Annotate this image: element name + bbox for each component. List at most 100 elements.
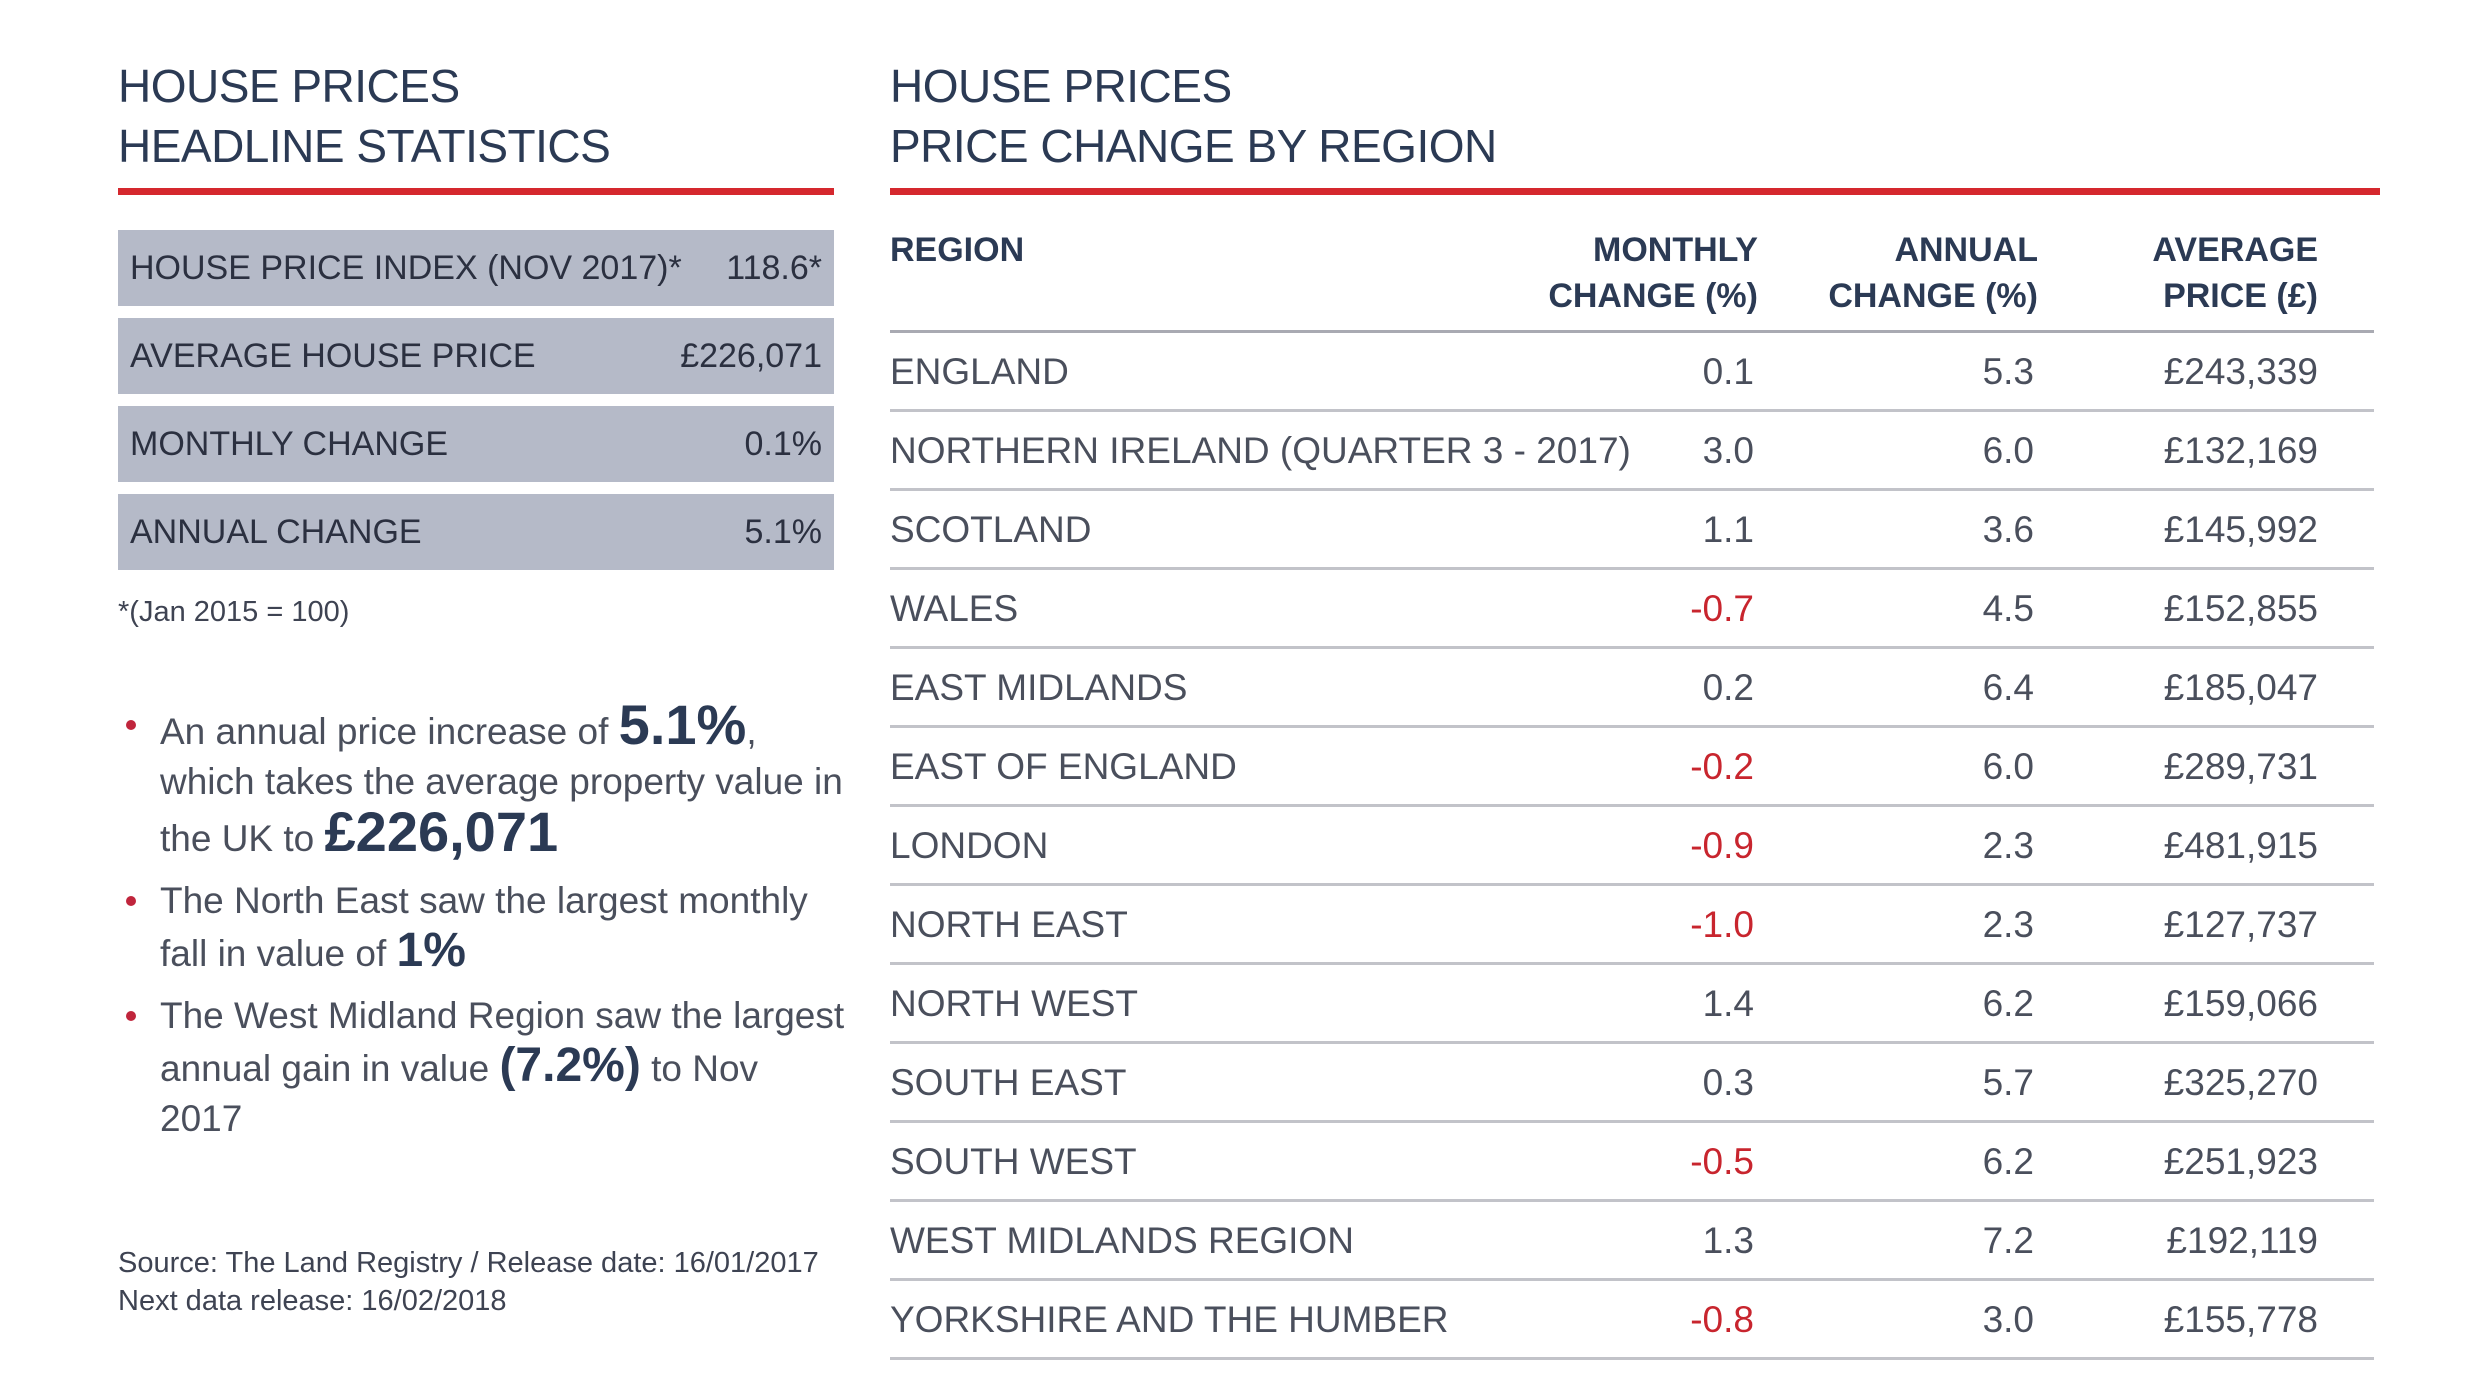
index-footnote: *(Jan 2015 = 100) bbox=[118, 596, 350, 628]
cell-average-price: £192,119 bbox=[2166, 1220, 2318, 1261]
cell-annual-change: 6.4 bbox=[1982, 667, 2034, 708]
cell-monthly-change: 1.1 bbox=[1702, 509, 1754, 550]
cell-annual-change: 7.2 bbox=[1982, 1220, 2034, 1261]
key-point-text: , which takes the average property value… bbox=[160, 711, 843, 859]
column-header-line: ANNUAL bbox=[1894, 231, 2038, 269]
headline-stats-title-line1: HOUSE PRICES bbox=[118, 60, 460, 112]
column-header-line: PRICE (£) bbox=[2163, 277, 2318, 315]
key-point-text: An annual price increase of bbox=[160, 711, 619, 752]
column-header-annual-change: ANNUAL CHANGE (%) bbox=[1828, 227, 2038, 319]
cell-annual-change: 3.0 bbox=[1982, 1299, 2034, 1340]
column-header-line: AVERAGE bbox=[2152, 231, 2318, 269]
cell-monthly-change: 0.1 bbox=[1702, 351, 1754, 392]
bullet-dot-icon bbox=[126, 896, 136, 906]
table-row: NORTHERN IRELAND (QUARTER 3 - 2017) 3.0 6.… bbox=[890, 412, 2374, 491]
cell-monthly-change: -0.8 bbox=[1690, 1299, 1754, 1340]
table-header-row: REGION MONTHLY CHANGE (%) ANNUAL CHANGE … bbox=[890, 225, 2374, 333]
cell-annual-change: 2.3 bbox=[1982, 825, 2034, 866]
cell-region: EAST OF ENGLAND bbox=[890, 746, 1237, 787]
key-point-highlight: 5.1% bbox=[618, 693, 747, 756]
cell-average-price: £185,047 bbox=[2163, 667, 2318, 708]
key-point-text: to Nov 2017 bbox=[160, 1048, 759, 1139]
cell-annual-change: 2.3 bbox=[1982, 904, 2034, 945]
table-row: EAST MIDLANDS 0.2 6.4 £185,047 bbox=[890, 649, 2374, 728]
table-row: SOUTH EAST 0.3 5.7 £325,270 bbox=[890, 1044, 2374, 1123]
bullet-dot-icon bbox=[126, 720, 136, 730]
cell-annual-change: 6.2 bbox=[1982, 983, 2034, 1024]
stat-value: £226,071 bbox=[680, 336, 822, 375]
next-release-line: Next data release: 16/02/2018 bbox=[118, 1285, 507, 1317]
cell-monthly-change: -1.0 bbox=[1690, 904, 1754, 945]
cell-monthly-change: -0.5 bbox=[1690, 1141, 1754, 1182]
key-point-text: The West Midland Region saw the largest … bbox=[160, 995, 845, 1089]
cell-annual-change: 6.2 bbox=[1982, 1141, 2034, 1182]
column-header-monthly-change: MONTHLY CHANGE (%) bbox=[1548, 227, 1758, 319]
stat-value: 118.6* bbox=[726, 248, 822, 287]
headline-stats-title: HOUSE PRICES HEADLINE STATISTICS bbox=[118, 56, 848, 176]
cell-monthly-change: 3.0 bbox=[1702, 430, 1754, 471]
cell-average-price: £159,066 bbox=[2163, 983, 2318, 1024]
cell-monthly-change: -0.9 bbox=[1690, 825, 1754, 866]
cell-annual-change: 4.5 bbox=[1982, 588, 2034, 629]
stat-box-annual-change: ANNUAL CHANGE 5.1% bbox=[118, 494, 834, 570]
right-red-divider bbox=[890, 188, 2380, 195]
cell-region: LONDON bbox=[890, 825, 1049, 866]
table-row: SCOTLAND 1.1 3.6 £145,992 bbox=[890, 491, 2374, 570]
table-row: SOUTH WEST -0.5 6.2 £251,923 bbox=[890, 1123, 2374, 1202]
column-header-line: MONTHLY bbox=[1593, 231, 1758, 269]
region-table-title-line2: PRICE CHANGE BY REGION bbox=[890, 120, 1497, 172]
stat-box-hpi: HOUSE PRICE INDEX (NOV 2017)* 118.6* bbox=[118, 230, 834, 306]
stat-label: ANNUAL CHANGE bbox=[130, 512, 422, 551]
cell-region: YORKSHIRE AND THE HUMBER bbox=[890, 1299, 1449, 1340]
stat-value: 0.1% bbox=[744, 424, 823, 463]
region-table-title-line1: HOUSE PRICES bbox=[890, 60, 1232, 112]
cell-average-price: £132,169 bbox=[2163, 430, 2318, 471]
cell-annual-change: 6.0 bbox=[1982, 746, 2034, 787]
cell-monthly-change: -0.7 bbox=[1690, 588, 1754, 629]
column-header-line: CHANGE (%) bbox=[1548, 277, 1758, 315]
cell-average-price: £481,915 bbox=[2163, 825, 2318, 866]
source-note: Source: The Land Registry / Release date… bbox=[118, 1244, 819, 1320]
region-table-title: HOUSE PRICES PRICE CHANGE BY REGION bbox=[890, 56, 2380, 176]
column-header-region: REGION bbox=[890, 231, 1025, 269]
cell-region: SOUTH EAST bbox=[890, 1062, 1127, 1103]
cell-monthly-change: 0.2 bbox=[1702, 667, 1754, 708]
table-row: EAST OF ENGLAND -0.2 6.0 £289,731 bbox=[890, 728, 2374, 807]
cell-region: EAST MIDLANDS bbox=[890, 667, 1188, 708]
source-line: Source: The Land Registry / Release date… bbox=[118, 1247, 819, 1279]
table-row: NORTH WEST 1.4 6.2 £159,066 bbox=[890, 965, 2374, 1044]
cell-average-price: £127,737 bbox=[2163, 904, 2318, 945]
key-point-annual-increase: An annual price increase of 5.1%, which … bbox=[118, 697, 848, 864]
cell-region: NORTH EAST bbox=[890, 904, 1128, 945]
stat-label: MONTHLY CHANGE bbox=[130, 424, 449, 463]
table-row: WALES -0.7 4.5 £152,855 bbox=[890, 570, 2374, 649]
cell-average-price: £152,855 bbox=[2163, 588, 2318, 629]
cell-region: WEST MIDLANDS REGION bbox=[890, 1220, 1354, 1261]
key-point-north-east: The North East saw the largest monthly f… bbox=[118, 876, 848, 979]
table-row: ENGLAND 0.1 5.3 £243,339 bbox=[890, 333, 2374, 412]
stat-value: 5.1% bbox=[744, 512, 823, 551]
stat-box-average-price: AVERAGE HOUSE PRICE £226,071 bbox=[118, 318, 834, 394]
cell-average-price: £289,731 bbox=[2163, 746, 2318, 787]
cell-average-price: £251,923 bbox=[2163, 1141, 2318, 1182]
column-header-line: CHANGE (%) bbox=[1828, 277, 2038, 315]
key-point-highlight: (7.2%) bbox=[499, 1039, 641, 1092]
cell-annual-change: 5.3 bbox=[1982, 351, 2034, 392]
cell-monthly-change: -0.2 bbox=[1690, 746, 1754, 787]
key-point-west-midlands: The West Midland Region saw the largest … bbox=[118, 991, 848, 1144]
stat-label: AVERAGE HOUSE PRICE bbox=[130, 336, 536, 375]
cell-average-price: £243,339 bbox=[2163, 351, 2318, 392]
cell-average-price: £155,778 bbox=[2163, 1299, 2318, 1340]
cell-region: NORTH WEST bbox=[890, 983, 1139, 1024]
cell-region: SOUTH WEST bbox=[890, 1141, 1137, 1182]
cell-annual-change: 6.0 bbox=[1982, 430, 2034, 471]
cell-region: SCOTLAND bbox=[890, 509, 1092, 550]
table-row: NORTH EAST -1.0 2.3 £127,737 bbox=[890, 886, 2374, 965]
left-red-divider bbox=[118, 188, 834, 195]
key-point-highlight: £226,071 bbox=[324, 800, 559, 863]
key-point-text: The North East saw the largest monthly f… bbox=[160, 880, 808, 974]
cell-monthly-change: 0.3 bbox=[1702, 1062, 1754, 1103]
table-row: WEST MIDLANDS REGION 1.3 7.2 £192,119 bbox=[890, 1202, 2374, 1281]
region-price-table: REGION MONTHLY CHANGE (%) ANNUAL CHANGE … bbox=[890, 225, 2374, 1360]
bullet-dot-icon bbox=[126, 1011, 136, 1021]
